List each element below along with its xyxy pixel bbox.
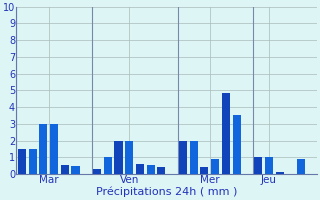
- Bar: [233, 115, 241, 174]
- Bar: [61, 165, 69, 174]
- Bar: [147, 165, 155, 174]
- Bar: [93, 169, 101, 174]
- Bar: [39, 124, 47, 174]
- Bar: [200, 167, 208, 174]
- Bar: [28, 149, 36, 174]
- Bar: [50, 124, 58, 174]
- Bar: [136, 164, 144, 174]
- Bar: [190, 141, 198, 174]
- Bar: [104, 157, 112, 174]
- Bar: [254, 157, 262, 174]
- X-axis label: Précipitations 24h ( mm ): Précipitations 24h ( mm ): [96, 187, 237, 197]
- Bar: [157, 167, 165, 174]
- Bar: [211, 159, 219, 174]
- Bar: [297, 159, 305, 174]
- Bar: [222, 93, 230, 174]
- Bar: [115, 141, 123, 174]
- Bar: [18, 149, 26, 174]
- Bar: [71, 166, 80, 174]
- Bar: [125, 141, 133, 174]
- Bar: [276, 172, 284, 174]
- Bar: [265, 157, 273, 174]
- Bar: [179, 141, 187, 174]
